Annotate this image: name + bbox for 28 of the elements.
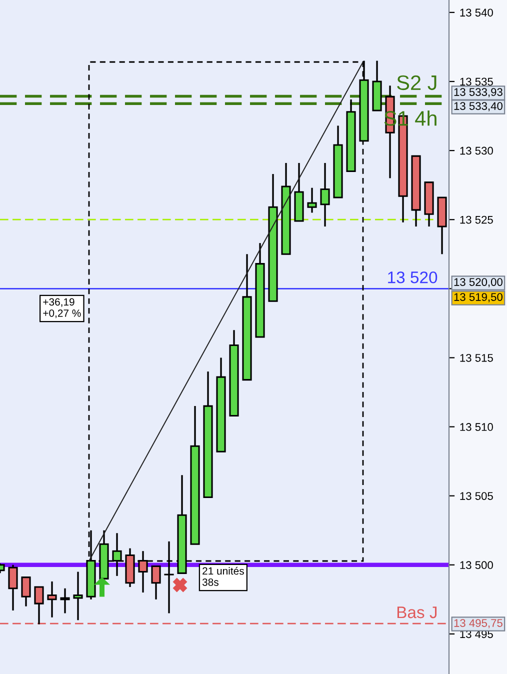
- y-tick-label: 13 510: [460, 423, 493, 431]
- ref-line-label: S2 J: [397, 75, 436, 90]
- y-tick-label: 13 515: [460, 354, 493, 362]
- annotation: 21 unités 38s: [202, 566, 244, 586]
- candlestick: [8, 564, 18, 612]
- y-tick-label: 13 500: [460, 561, 493, 570]
- ref-line-label: Bas J: [397, 606, 437, 618]
- candlestick: [151, 565, 161, 600]
- y-tick-label: 13 505: [460, 492, 493, 500]
- candlestick: [21, 576, 31, 608]
- y-tick-label: 13 525: [460, 216, 493, 224]
- ref-line-label: S1 4h: [384, 110, 436, 126]
- y-tick-label: 13 535: [460, 78, 493, 86]
- text: 13 495,75: [454, 619, 502, 628]
- candlestick: [307, 187, 317, 214]
- y-tick-label: 13 530: [460, 146, 493, 155]
- text: 13 519,50: [454, 293, 502, 302]
- text: 13 533,40: [454, 102, 502, 112]
- y-tick-label: 13 540: [460, 8, 493, 17]
- candlestick: [34, 586, 44, 626]
- text: 13 520,00: [454, 278, 502, 288]
- candlestick: [73, 570, 83, 621]
- candlestick: [47, 580, 57, 618]
- annotation: +36,19 +0,27 %: [43, 298, 81, 318]
- candlestick: [320, 162, 330, 228]
- ref-line-label: 13 520: [388, 271, 438, 284]
- text: 13 533,93: [454, 88, 502, 98]
- candlestick: [60, 588, 70, 614]
